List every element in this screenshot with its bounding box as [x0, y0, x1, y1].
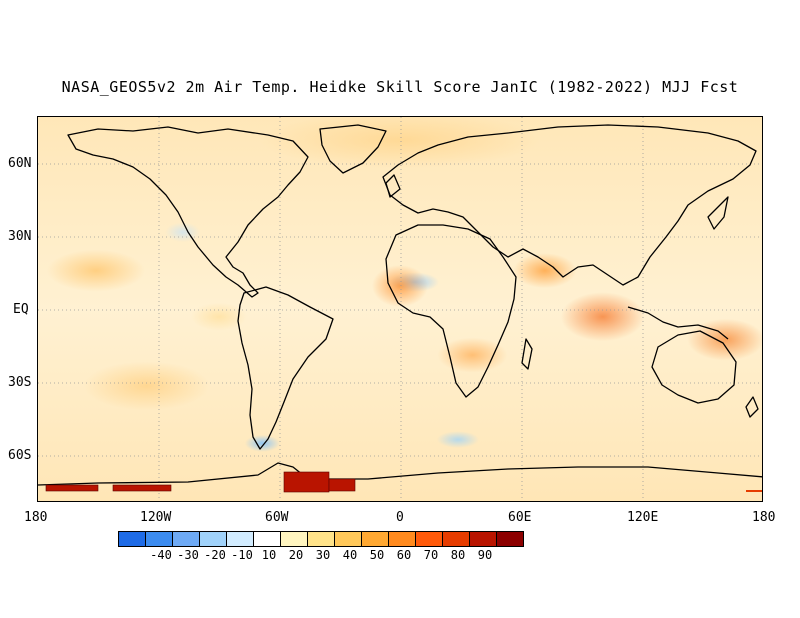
- colorbar-tick-label: 20: [288, 548, 304, 562]
- lon-label-120w: 120W: [140, 510, 172, 525]
- lat-label-eq: EQ: [13, 302, 29, 317]
- colorbar-swatch: [118, 531, 146, 547]
- colorbar-swatch: [388, 531, 416, 547]
- colorbar-swatch: [280, 531, 308, 547]
- colorbar-swatch: [442, 531, 470, 547]
- colorbar-tick-label: -10: [231, 548, 253, 562]
- colorbar-tick-label: 60: [396, 548, 412, 562]
- colorbar-swatch: [361, 531, 389, 547]
- colorbar-tick-label: 90: [477, 548, 493, 562]
- colorbar-swatch: [334, 531, 362, 547]
- colorbar-swatch: [172, 531, 200, 547]
- colorbar-swatch: [307, 531, 335, 547]
- colorbar-swatch: [199, 531, 227, 547]
- lon-label-60w: 60W: [265, 510, 289, 525]
- colorbar-tick-label: 70: [423, 548, 439, 562]
- lon-label-0: 0: [396, 510, 404, 525]
- colorbar-tick-label: -20: [204, 548, 226, 562]
- lat-label-30s: 30S: [8, 375, 32, 390]
- colorbar-tick-label: 30: [315, 548, 331, 562]
- lat-label-60s: 60S: [8, 448, 32, 463]
- colorbar-tick-label: 10: [261, 548, 277, 562]
- colorbar-swatch: [226, 531, 254, 547]
- colorbar-tick-label: -30: [177, 548, 199, 562]
- colorbar: [118, 531, 524, 547]
- colorbar-swatch: [253, 531, 281, 547]
- colorbar-tick-label: 50: [369, 548, 385, 562]
- colorbar-tick-label: 80: [450, 548, 466, 562]
- skill-score-map: [37, 116, 763, 502]
- colorbar-swatch: [469, 531, 497, 547]
- colorbar-tick-label: 40: [342, 548, 358, 562]
- lat-label-60n: 60N: [8, 156, 32, 171]
- continent-outlines: [38, 117, 762, 501]
- colorbar-swatch: [415, 531, 443, 547]
- colorbar-swatch: [496, 531, 524, 547]
- map-title: NASA_GEOS5v2 2m Air Temp. Heidke Skill S…: [61, 78, 739, 96]
- lon-label-120e: 120E: [627, 510, 659, 525]
- lon-label-180w: 180: [24, 510, 48, 525]
- lat-label-30n: 30N: [8, 229, 32, 244]
- colorbar-swatch: [145, 531, 173, 547]
- colorbar-tick-label: -40: [150, 548, 172, 562]
- lon-label-60e: 60E: [508, 510, 532, 525]
- lon-label-180e: 180: [752, 510, 776, 525]
